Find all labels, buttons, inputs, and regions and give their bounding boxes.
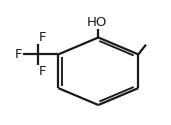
Text: F: F [15, 48, 22, 61]
Text: F: F [39, 30, 47, 44]
Text: HO: HO [86, 16, 107, 29]
Text: F: F [39, 65, 47, 78]
